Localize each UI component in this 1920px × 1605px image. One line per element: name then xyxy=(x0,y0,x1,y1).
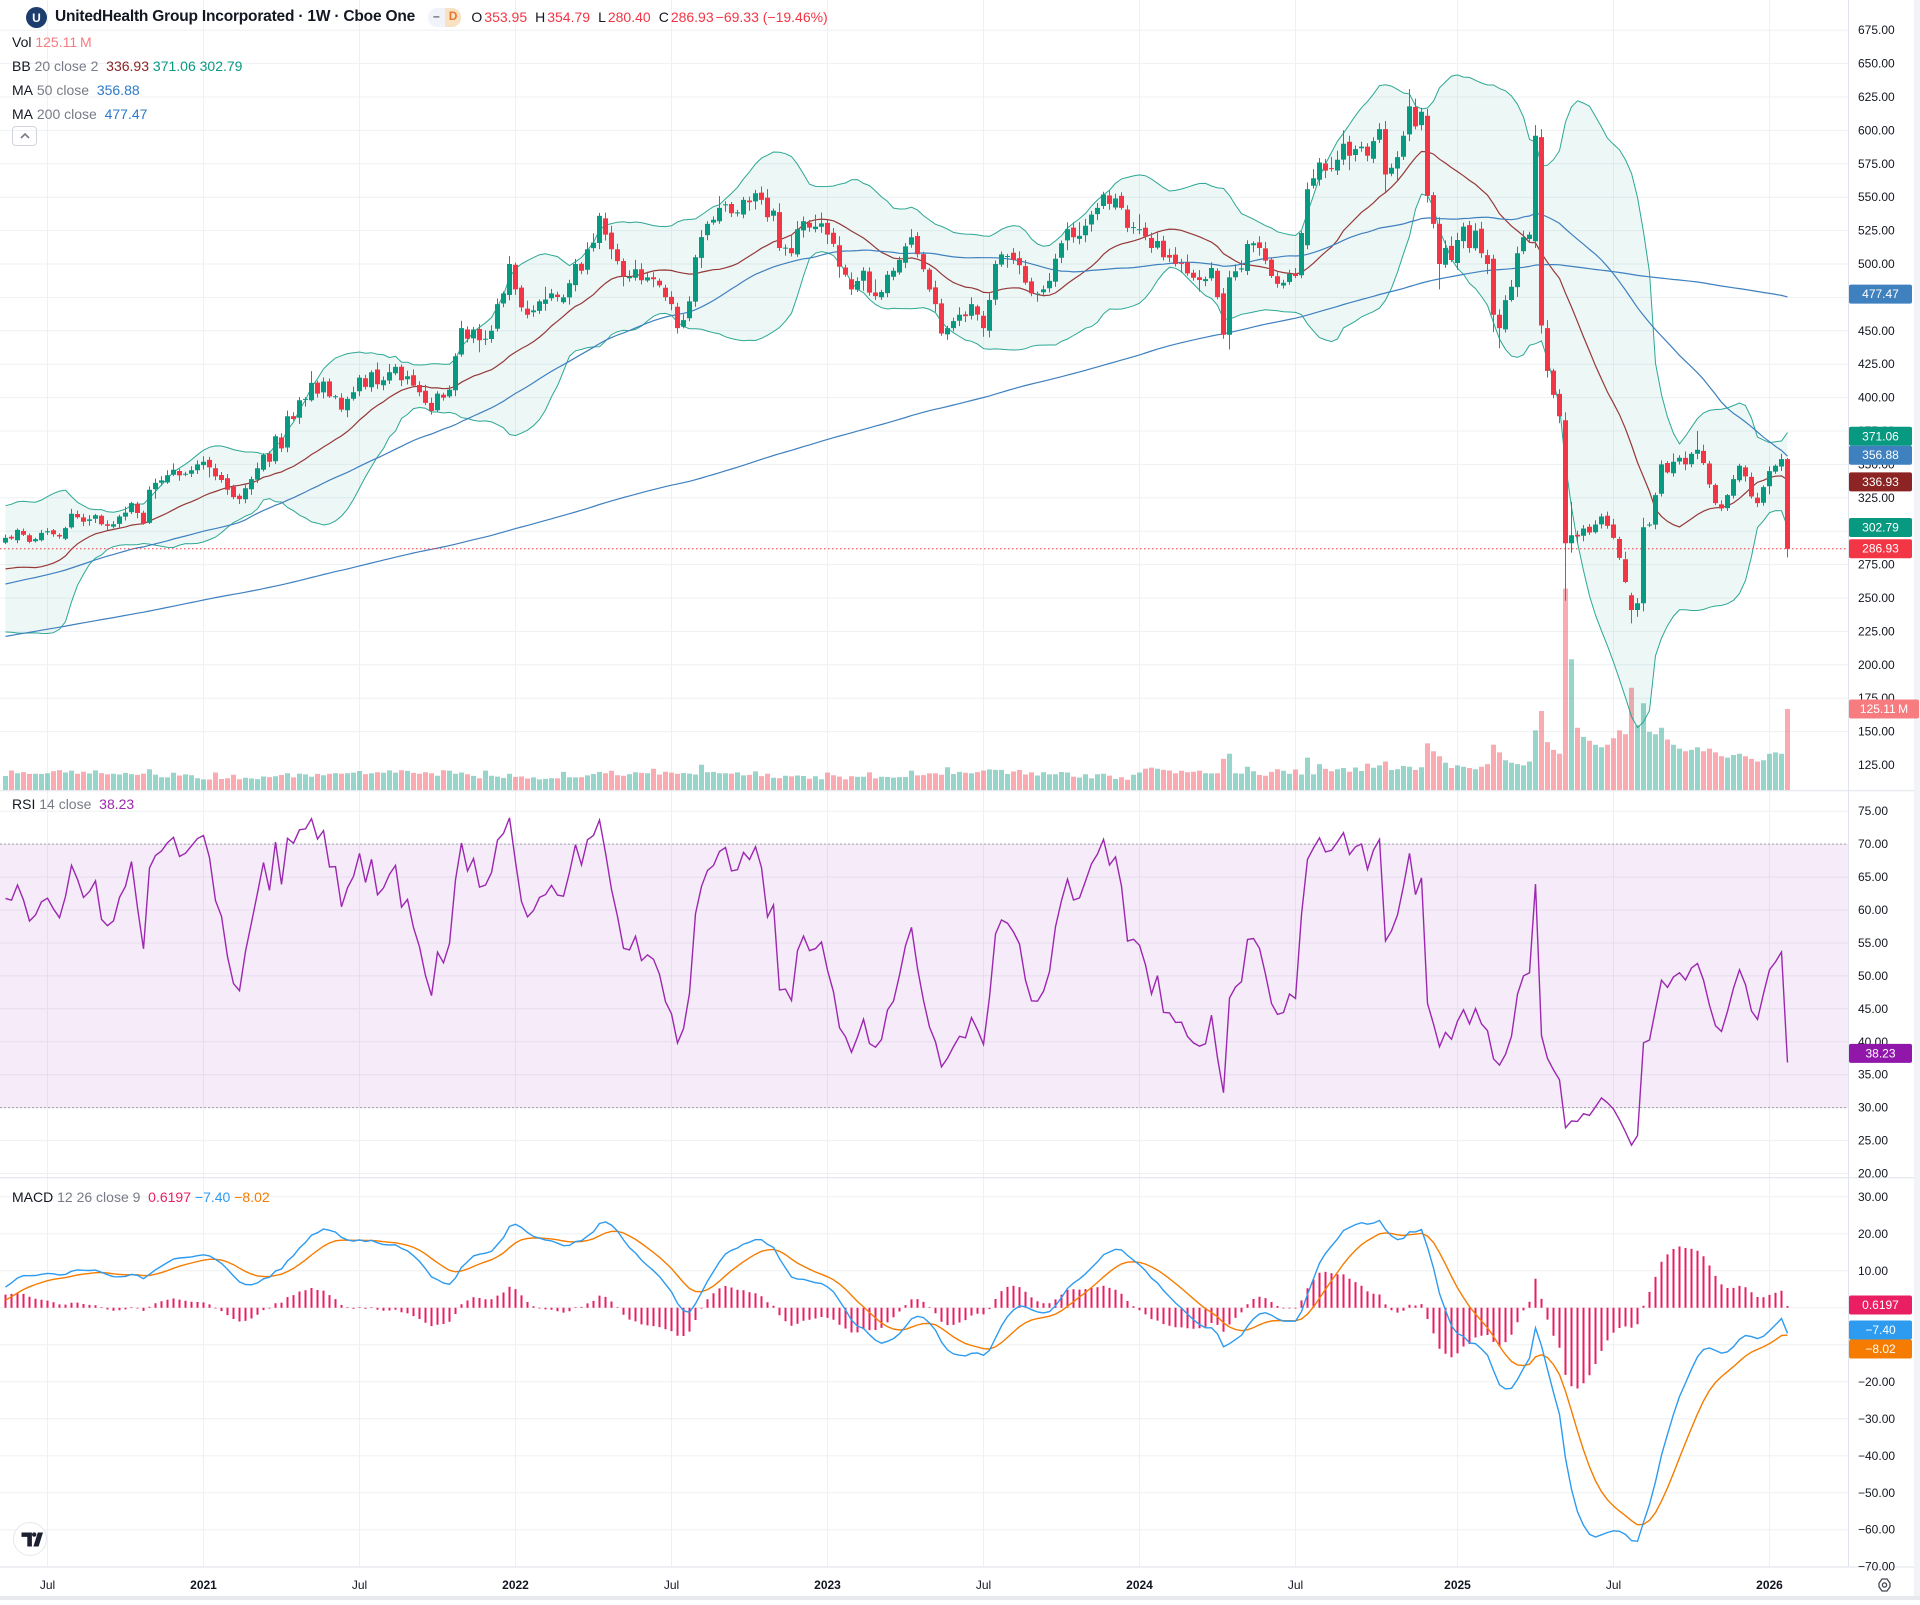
svg-text:125.11 M: 125.11 M xyxy=(1860,702,1908,716)
svg-text:55.00: 55.00 xyxy=(1858,936,1888,950)
svg-text:Jul: Jul xyxy=(1288,1578,1303,1592)
svg-text:U: U xyxy=(32,11,41,25)
svg-text:2025: 2025 xyxy=(1444,1578,1471,1592)
svg-text:286.93: 286.93 xyxy=(1862,542,1899,556)
svg-text:550.00: 550.00 xyxy=(1858,190,1895,204)
svg-text:65.00: 65.00 xyxy=(1858,870,1888,884)
svg-text:250.00: 250.00 xyxy=(1858,591,1895,605)
svg-text:275.00: 275.00 xyxy=(1858,558,1895,572)
svg-text:Jul: Jul xyxy=(976,1578,991,1592)
svg-text:−7.40: −7.40 xyxy=(1865,1323,1896,1337)
svg-text:Jul: Jul xyxy=(40,1578,55,1592)
svg-text:45.00: 45.00 xyxy=(1858,1002,1888,1016)
svg-text:500.00: 500.00 xyxy=(1858,257,1895,271)
svg-text:336.93: 336.93 xyxy=(1862,475,1899,489)
svg-text:225.00: 225.00 xyxy=(1858,624,1895,638)
svg-text:20.00: 20.00 xyxy=(1858,1227,1888,1241)
svg-text:10.00: 10.00 xyxy=(1858,1264,1888,1278)
svg-text:50.00: 50.00 xyxy=(1858,969,1888,983)
svg-text:25.00: 25.00 xyxy=(1858,1134,1888,1148)
svg-text:−30.00: −30.00 xyxy=(1858,1412,1895,1426)
svg-text:−20.00: −20.00 xyxy=(1858,1375,1895,1389)
svg-text:2026: 2026 xyxy=(1756,1578,1783,1592)
svg-text:600.00: 600.00 xyxy=(1858,123,1895,137)
svg-text:30.00: 30.00 xyxy=(1858,1190,1888,1204)
svg-text:−60.00: −60.00 xyxy=(1858,1523,1895,1537)
svg-text:400.00: 400.00 xyxy=(1858,391,1895,405)
svg-text:Jul: Jul xyxy=(1606,1578,1621,1592)
svg-text:Jul: Jul xyxy=(664,1578,679,1592)
svg-text:575.00: 575.00 xyxy=(1858,157,1895,171)
svg-text:30.00: 30.00 xyxy=(1858,1101,1888,1115)
svg-text:525.00: 525.00 xyxy=(1858,224,1895,238)
svg-text:356.88: 356.88 xyxy=(1862,448,1899,462)
svg-text:477.47: 477.47 xyxy=(1862,287,1899,301)
svg-text:125.00: 125.00 xyxy=(1858,758,1895,772)
svg-text:371.06: 371.06 xyxy=(1862,429,1899,443)
svg-text:−40.00: −40.00 xyxy=(1858,1449,1895,1463)
svg-text:−50.00: −50.00 xyxy=(1858,1486,1895,1500)
svg-text:150.00: 150.00 xyxy=(1858,725,1895,739)
svg-text:35.00: 35.00 xyxy=(1858,1068,1888,1082)
svg-text:70.00: 70.00 xyxy=(1858,837,1888,851)
svg-text:2023: 2023 xyxy=(814,1578,841,1592)
svg-text:−70.00: −70.00 xyxy=(1858,1560,1895,1574)
svg-text:20.00: 20.00 xyxy=(1858,1167,1888,1181)
svg-text:75.00: 75.00 xyxy=(1858,804,1888,818)
svg-text:2021: 2021 xyxy=(190,1578,217,1592)
svg-text:650.00: 650.00 xyxy=(1858,57,1895,71)
svg-text:Jul: Jul xyxy=(352,1578,367,1592)
svg-text:60.00: 60.00 xyxy=(1858,903,1888,917)
svg-text:675.00: 675.00 xyxy=(1858,23,1895,37)
svg-text:625.00: 625.00 xyxy=(1858,90,1895,104)
svg-text:302.79: 302.79 xyxy=(1862,521,1899,535)
svg-text:425.00: 425.00 xyxy=(1858,357,1895,371)
svg-text:0.6197: 0.6197 xyxy=(1862,1298,1899,1312)
svg-text:450.00: 450.00 xyxy=(1858,324,1895,338)
svg-text:2022: 2022 xyxy=(502,1578,529,1592)
svg-text:38.23: 38.23 xyxy=(1865,1046,1895,1060)
svg-text:2024: 2024 xyxy=(1126,1578,1153,1592)
svg-text:−8.02: −8.02 xyxy=(1865,1342,1896,1356)
svg-text:200.00: 200.00 xyxy=(1858,658,1895,672)
svg-text:325.00: 325.00 xyxy=(1858,491,1895,505)
